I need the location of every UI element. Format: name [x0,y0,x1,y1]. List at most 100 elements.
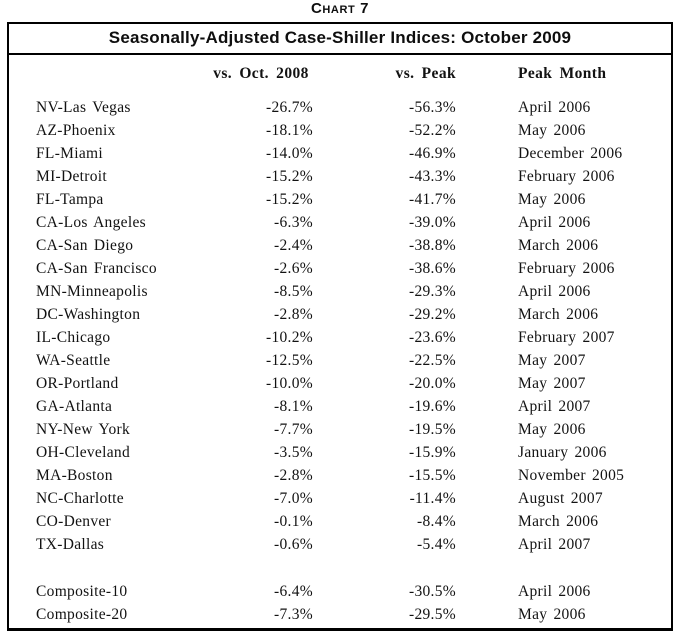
peak-month-cell: March 2006 [518,513,599,530]
peak-month-cell: April 2006 [518,99,591,116]
vs-peak-cell: -30.5% [409,583,456,600]
city-cell: CO-Denver [36,513,112,530]
vs-oct-2008-cell: -3.5% [274,444,313,461]
vs-peak-cell: -43.3% [409,168,456,185]
peak-month-cell: May 2007 [518,352,586,369]
vs-peak-cell: -56.3% [409,99,456,116]
vs-oct-2008-cell: -2.6% [274,260,313,277]
table-rows: NV-Las Vegas -26.7% -56.3% April 2006 AZ… [9,96,671,556]
peak-month-cell: April 2006 [518,214,591,231]
table-row: MA-Boston -2.8% -15.5% November 2005 [9,464,671,487]
vs-peak-cell: -41.7% [409,191,456,208]
table-row: NC-Charlotte -7.0% -11.4% August 2007 [9,487,671,510]
vs-peak-cell: -19.6% [409,398,456,415]
composite-rows: Composite-10 -6.4% -30.5% April 2006 Com… [9,580,671,626]
city-cell: IL-Chicago [36,329,111,346]
city-cell: CA-Los Angeles [36,214,146,231]
vs-oct-2008-cell: -14.0% [266,145,313,162]
column-header-vs-peak: vs. Peak [395,65,456,82]
peak-month-cell: March 2006 [518,306,599,323]
vs-peak-cell: -8.4% [417,513,456,530]
vs-oct-2008-cell: -0.6% [274,536,313,553]
vs-oct-2008-cell: -6.3% [274,214,313,231]
table-row: CA-San Diego -2.4% -38.8% March 2006 [9,234,671,257]
table-row: OR-Portland -10.0% -20.0% May 2007 [9,372,671,395]
city-cell: AZ-Phoenix [36,122,116,139]
vs-oct-2008-cell: -15.2% [266,191,313,208]
table-row: IL-Chicago -10.2% -23.6% February 2007 [9,326,671,349]
city-cell: TX-Dallas [36,536,105,553]
column-header-peak-month: Peak Month [518,65,607,82]
peak-month-cell: April 2007 [518,536,591,553]
table-box: Seasonally-Adjusted Case-Shiller Indices… [7,22,673,631]
table-row: Composite-10 -6.4% -30.5% April 2006 [9,580,671,603]
city-cell: MI-Detroit [36,168,108,185]
peak-month-cell: May 2006 [518,421,586,438]
vs-peak-cell: -29.2% [409,306,456,323]
vs-oct-2008-cell: -0.1% [274,513,313,530]
vs-peak-cell: -52.2% [409,122,456,139]
vs-oct-2008-cell: -7.3% [274,606,313,623]
peak-month-cell: February 2006 [518,168,615,185]
column-header-vs-oct-2008: vs. Oct. 2008 [213,65,309,82]
vs-oct-2008-cell: -15.2% [266,168,313,185]
peak-month-cell: March 2006 [518,237,599,254]
city-cell: MN-Minneapolis [36,283,148,300]
city-cell: CA-San Diego [36,237,134,254]
table-row: Composite-20 -7.3% -29.5% May 2006 [9,603,671,626]
vs-oct-2008-cell: -18.1% [266,122,313,139]
vs-peak-cell: -11.4% [409,490,456,507]
peak-month-cell: December 2006 [518,145,623,162]
peak-month-cell: April 2006 [518,283,591,300]
vs-oct-2008-cell: -7.0% [274,490,313,507]
column-header-city [9,65,209,88]
vs-peak-cell: -19.5% [409,421,456,438]
vs-peak-cell: -39.0% [409,214,456,231]
table-row: TX-Dallas -0.6% -5.4% April 2007 [9,533,671,556]
table-title: Seasonally-Adjusted Case-Shiller Indices… [9,24,671,55]
table-row: MN-Minneapolis -8.5% -29.3% April 2006 [9,280,671,303]
peak-month-cell: May 2006 [518,191,586,208]
peak-month-cell: May 2007 [518,375,586,392]
peak-month-cell: February 2007 [518,329,615,346]
vs-oct-2008-cell: -2.4% [274,237,313,254]
vs-oct-2008-cell: -2.8% [274,467,313,484]
vs-oct-2008-cell: -8.1% [274,398,313,415]
vs-oct-2008-cell: -10.0% [266,375,313,392]
table-row: CA-Los Angeles -6.3% -39.0% April 2006 [9,211,671,234]
table-row: NV-Las Vegas -26.7% -56.3% April 2006 [9,96,671,119]
city-cell: Composite-20 [36,606,128,623]
chart-label: Chart 7 [310,0,370,17]
peak-month-cell: August 2007 [518,490,603,507]
vs-oct-2008-cell: -6.4% [274,583,313,600]
city-cell: NC-Charlotte [36,490,124,507]
city-cell: FL-Tampa [36,191,104,208]
vs-peak-cell: -38.6% [409,260,456,277]
city-cell: DC-Washington [36,306,141,323]
table-row: MI-Detroit -15.2% -43.3% February 2006 [9,165,671,188]
city-cell: NV-Las Vegas [36,99,131,116]
city-cell: NY-New York [36,421,131,438]
vs-oct-2008-cell: -12.5% [266,352,313,369]
city-cell: GA-Atlanta [36,398,113,415]
table-row: AZ-Phoenix -18.1% -52.2% May 2006 [9,119,671,142]
table-row: CA-San Francisco -2.6% -38.6% February 2… [9,257,671,280]
city-cell: MA-Boston [36,467,113,484]
table-row: WA-Seattle -12.5% -22.5% May 2007 [9,349,671,372]
vs-oct-2008-cell: -2.8% [274,306,313,323]
table-row: FL-Miami -14.0% -46.9% December 2006 [9,142,671,165]
vs-oct-2008-cell: -10.2% [266,329,313,346]
vs-peak-cell: -23.6% [409,329,456,346]
table-row: OH-Cleveland -3.5% -15.9% January 2006 [9,441,671,464]
vs-peak-cell: -29.5% [409,606,456,623]
table-header-row: vs. Oct. 2008 vs. Peak Peak Month [9,55,671,88]
vs-peak-cell: -20.0% [409,375,456,392]
peak-month-cell: April 2006 [518,583,591,600]
vs-peak-cell: -15.5% [409,467,456,484]
peak-month-cell: April 2007 [518,398,591,415]
table-row: GA-Atlanta -8.1% -19.6% April 2007 [9,395,671,418]
peak-month-cell: May 2006 [518,122,586,139]
peak-month-cell: January 2006 [518,444,607,461]
vs-oct-2008-cell: -26.7% [266,99,313,116]
